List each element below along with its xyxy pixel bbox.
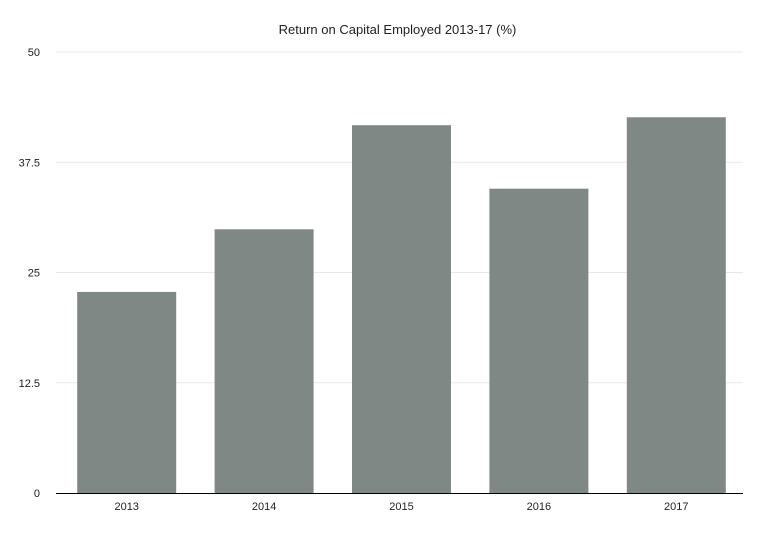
x-tick-label: 2014 <box>252 501 276 513</box>
y-tick-label: 0 <box>34 488 40 500</box>
y-tick-label: 25 <box>28 268 40 280</box>
bar-2015 <box>352 125 451 494</box>
bar-2017 <box>626 117 726 493</box>
y-tick-label: 37.5 <box>19 157 40 169</box>
chart-title: Return on Capital Employed 2013-17 (%) <box>278 22 517 37</box>
y-axis: 0 12.5 25 37.5 50 <box>19 47 40 500</box>
x-tick-label: 2017 <box>664 501 688 513</box>
bar-2016 <box>489 188 589 493</box>
y-tick-label: 12.5 <box>19 378 40 390</box>
x-tick-label: 2013 <box>114 501 138 513</box>
y-tick-label: 50 <box>28 47 40 59</box>
bar-series <box>77 117 726 494</box>
bar-2014 <box>214 229 314 494</box>
bar-2013 <box>77 291 177 493</box>
x-tick-label: 2016 <box>527 501 551 513</box>
x-axis: 2013 2014 2015 2016 2017 <box>114 501 688 513</box>
x-tick-label: 2015 <box>389 501 413 513</box>
